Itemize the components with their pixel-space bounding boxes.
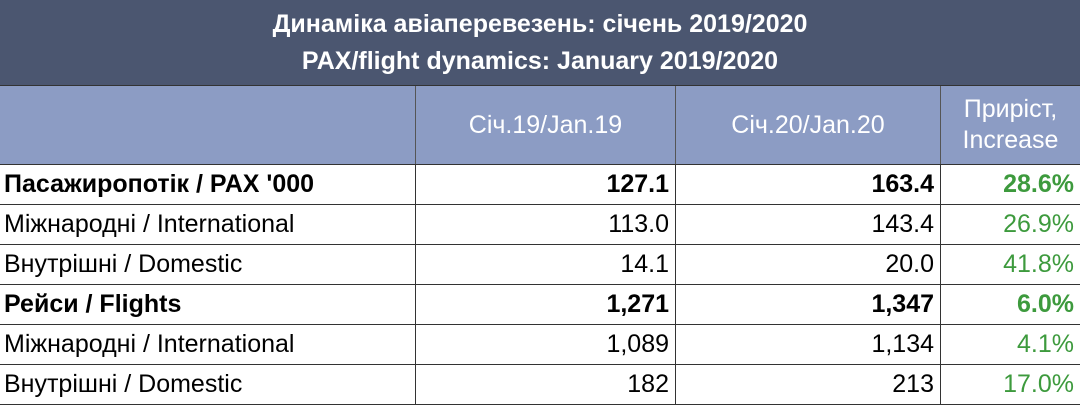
table-row: Міжнародні / International 1,089 1,134 4.1% (0, 325, 1080, 365)
row-label: Пасажиропотік / PAX '000 (4, 170, 315, 198)
table-cell: 20.0 (675, 245, 940, 284)
header-text: Січ.19/Jan.19 (468, 110, 623, 139)
table-row: Рейси / Flights 1,271 1,347 6.0% (0, 285, 1080, 325)
header-text: Приріст, (963, 95, 1058, 123)
title-bar: Динаміка авіаперевезень: січень 2019/202… (0, 0, 1080, 85)
table-cell: 1,134 (675, 325, 940, 364)
row-label: Міжнародні / International (4, 210, 295, 238)
row-label: Внутрішні / Domestic (4, 250, 243, 278)
title-line: PAX/flight dynamics: January 2019/2020 (301, 46, 779, 75)
table-cell: 1,089 (415, 325, 675, 364)
title-line: Динаміка авіаперевезень: січень 2019/202… (272, 9, 808, 38)
table-row: Внутрішні / Domestic 14.1 20.0 41.8% (0, 245, 1080, 285)
header-text: Січ.20/Jan.20 (731, 110, 885, 139)
header-text: Increase (962, 126, 1059, 154)
row-label: Внутрішні / Domestic (4, 370, 243, 398)
table-cell: 4.1% (940, 325, 1080, 364)
column-header: Січ.19/Jan.19 (415, 86, 675, 164)
table-cell: 113.0 (415, 205, 675, 244)
table-cell: 163.4 (675, 165, 940, 204)
column-header: Січ.20/Jan.20 (675, 86, 940, 164)
table-row: Пасажиропотік / PAX '000 127.1 163.4 28.6% (0, 165, 1080, 205)
table-cell: 17.0% (940, 365, 1080, 404)
table-cell: 127.1 (415, 165, 675, 204)
table-cell: 1,347 (675, 285, 940, 324)
table-cell: 28.6% (940, 165, 1080, 204)
row-label: Міжнародні / International (4, 330, 295, 358)
header-row: Січ.19/Jan.19 Січ.20/Jan.20 Приріст, Increa… (0, 85, 1080, 165)
table-cell: 26.9% (940, 205, 1080, 244)
table-row: Міжнародні / International 113.0 143.4 26.9… (0, 205, 1080, 245)
table-cell: 213 (675, 365, 940, 404)
row-label: Рейси / Flights (4, 290, 182, 318)
table-cell: 6.0% (940, 285, 1080, 324)
table-cell: 143.4 (675, 205, 940, 244)
table-cell: 41.8% (940, 245, 1080, 284)
table-cell: 182 (415, 365, 675, 404)
table-cell: 1,271 (415, 285, 675, 324)
table-row: Внутрішні / Domestic 182 213 17.0% (0, 365, 1080, 405)
table-cell: 14.1 (415, 245, 675, 284)
column-header: Приріст, Increase (940, 86, 1080, 164)
